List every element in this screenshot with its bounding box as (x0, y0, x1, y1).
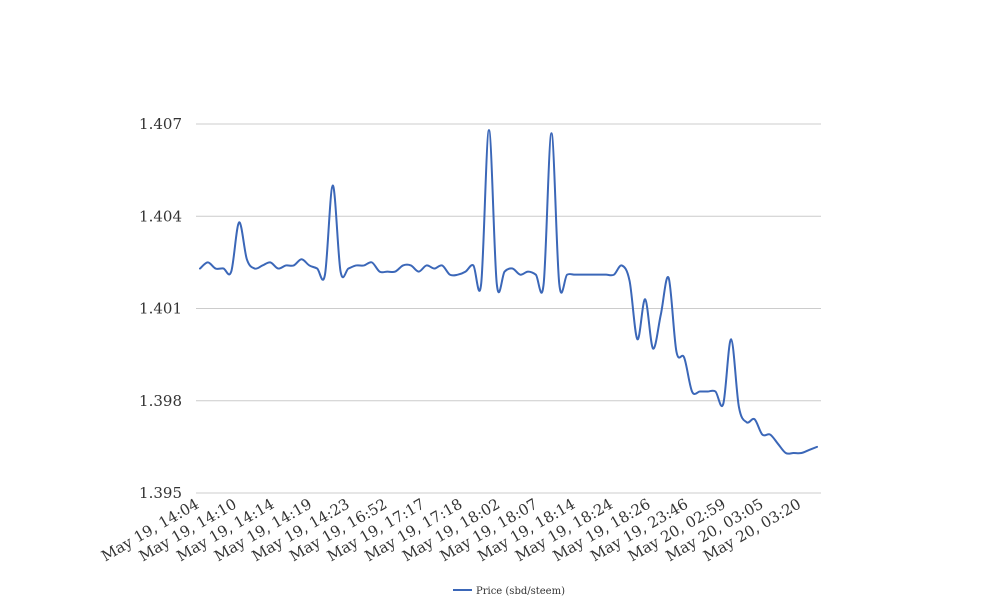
y-tick-label: 1.398 (139, 392, 182, 410)
y-tick-label: 1.404 (139, 207, 182, 225)
y-axis-ticks: 1.395 1.398 1.401 1.404 1.407 (139, 115, 182, 502)
series-line-price (199, 129, 818, 455)
y-tick-label: 1.395 (139, 484, 182, 502)
y-tick-label: 1.401 (139, 300, 182, 318)
legend: Price (sbd/steem) (453, 586, 565, 597)
legend-label: Price (sbd/steem) (476, 586, 565, 597)
grid-lines (196, 123, 821, 494)
y-tick-label: 1.407 (139, 115, 182, 133)
